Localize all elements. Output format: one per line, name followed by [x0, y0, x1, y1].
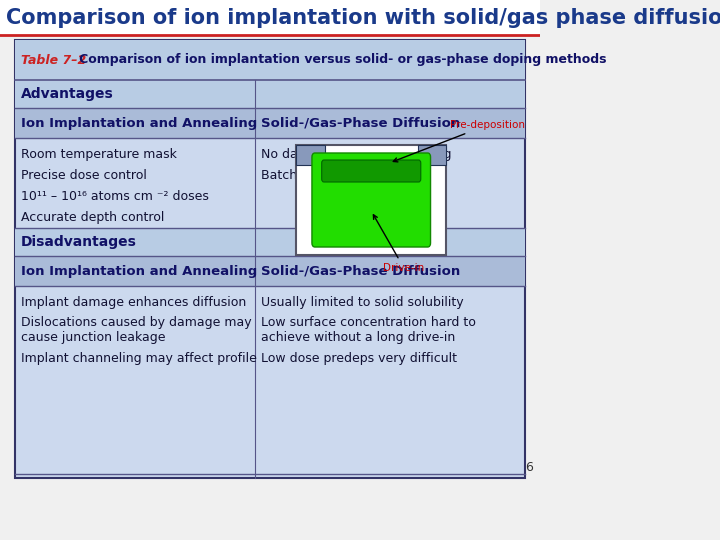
Text: Solid-/Gas-Phase Diffusion: Solid-/Gas-Phase Diffusion — [261, 265, 460, 278]
Text: No damage created by doping: No damage created by doping — [261, 148, 451, 161]
Text: Batch fabrication: Batch fabrication — [261, 169, 369, 182]
Bar — [15, 40, 526, 478]
Text: 6: 6 — [525, 461, 533, 474]
Bar — [296, 145, 446, 255]
Bar — [15, 228, 526, 256]
Text: Disadvantages: Disadvantages — [21, 235, 137, 249]
Bar — [0, 0, 541, 35]
Text: Advantages: Advantages — [21, 87, 114, 101]
Text: Low dose predeps very difficult: Low dose predeps very difficult — [261, 352, 457, 365]
Text: Dislocations caused by damage may
cause junction leakage: Dislocations caused by damage may cause … — [21, 316, 252, 344]
FancyBboxPatch shape — [322, 160, 420, 182]
Bar — [15, 80, 526, 108]
Bar — [296, 145, 325, 165]
Text: Usually limited to solid solubility: Usually limited to solid solubility — [261, 296, 464, 309]
Text: Solid-/Gas-Phase Diffusion: Solid-/Gas-Phase Diffusion — [261, 117, 460, 130]
Bar — [15, 256, 526, 286]
Text: Precise dose control: Precise dose control — [21, 169, 147, 182]
Text: Implant channeling may affect profile: Implant channeling may affect profile — [21, 352, 257, 365]
Bar — [15, 108, 526, 138]
Text: Comparison of ion implantation versus solid- or gas-phase doping methods: Comparison of ion implantation versus so… — [66, 53, 606, 66]
Text: Implant damage enhances diffusion: Implant damage enhances diffusion — [21, 296, 246, 309]
FancyBboxPatch shape — [312, 153, 431, 247]
Bar — [15, 40, 526, 80]
Text: Comparison of ion implantation with solid/gas phase diffusion: Comparison of ion implantation with soli… — [6, 8, 720, 28]
Text: Table 7–2: Table 7–2 — [21, 53, 86, 66]
Text: Low surface concentration hard to
achieve without a long drive-in: Low surface concentration hard to achiev… — [261, 316, 476, 344]
Text: Pre-deposition: Pre-deposition — [393, 120, 525, 162]
Text: Accurate depth control: Accurate depth control — [21, 211, 164, 224]
Text: Ion Implantation and Annealing: Ion Implantation and Annealing — [21, 117, 257, 130]
Text: Ion Implantation and Annealing: Ion Implantation and Annealing — [21, 265, 257, 278]
Text: Room temperature mask: Room temperature mask — [21, 148, 177, 161]
Bar — [418, 145, 446, 165]
Text: Drive-in: Drive-in — [374, 215, 425, 273]
Text: 10¹¹ – 10¹⁶ atoms cm ⁻² doses: 10¹¹ – 10¹⁶ atoms cm ⁻² doses — [21, 190, 209, 203]
